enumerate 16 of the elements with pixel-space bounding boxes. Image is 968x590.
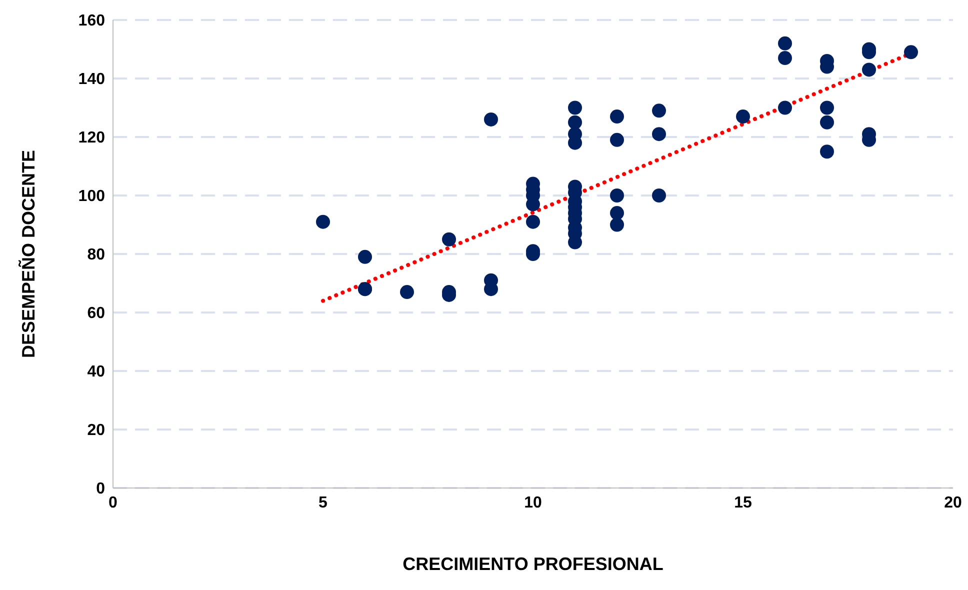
- x-tick-label: 0: [108, 494, 118, 512]
- y-tick-label: 40: [87, 364, 106, 381]
- x-tick-label: 5: [318, 494, 328, 512]
- x-tick-label: 10: [524, 494, 542, 512]
- y-axis-title: DESEMPEÑO DOCENTE: [17, 150, 38, 358]
- x-axis-title: CRECIMIENTO PROFESIONAL: [402, 554, 664, 574]
- y-tick-label: 140: [78, 71, 106, 88]
- y-tick-label: 80: [87, 246, 106, 264]
- y-tick-label: 60: [87, 305, 106, 322]
- y-tick-label: 160: [78, 12, 106, 30]
- y-tick-label: 100: [78, 188, 106, 206]
- y-tick-label: 20: [87, 422, 106, 440]
- y-tick-label: 0: [96, 480, 106, 498]
- x-tick-label: 15: [734, 494, 752, 512]
- x-tick-label: 20: [944, 494, 962, 512]
- y-tick-label: 120: [78, 130, 106, 147]
